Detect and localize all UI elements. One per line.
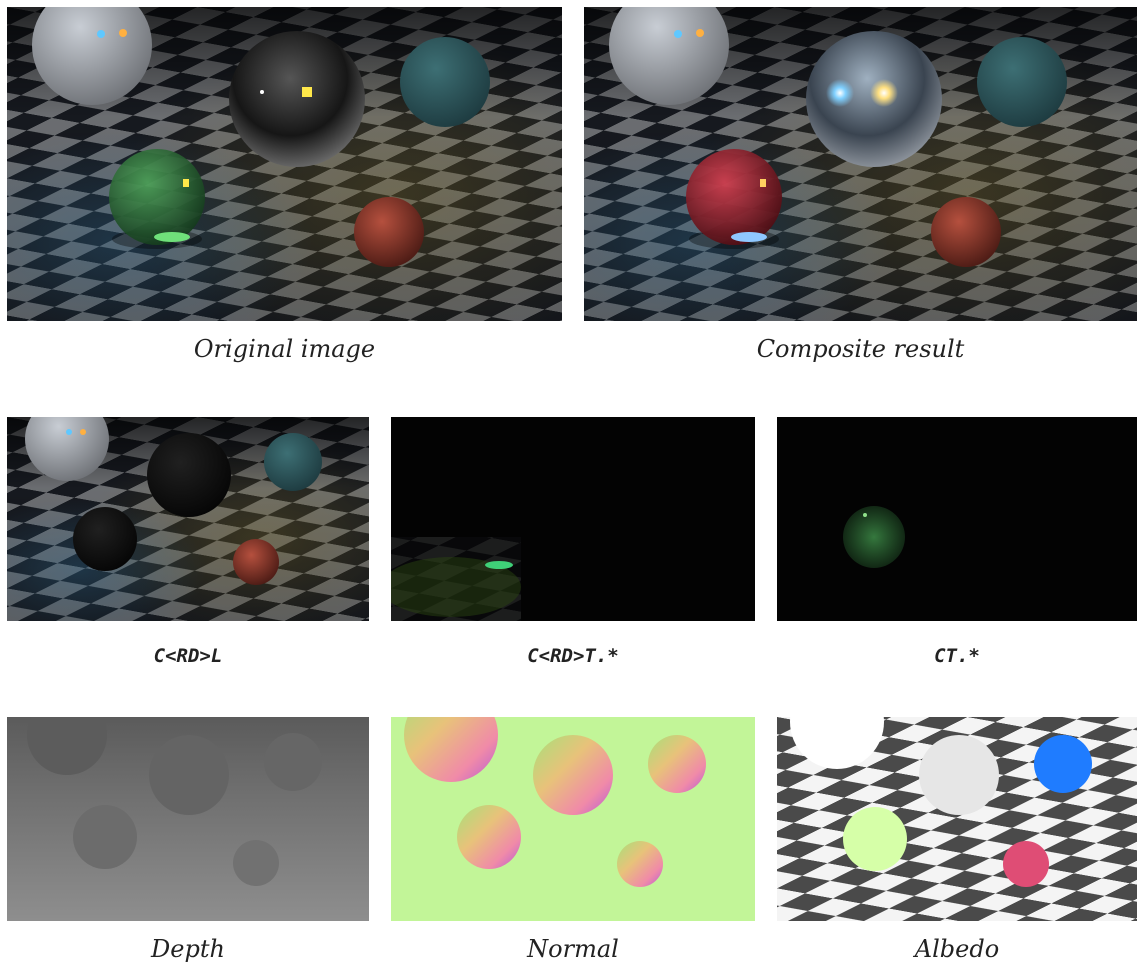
caption-crdl: C<RD>L: [153, 645, 223, 667]
albedo-panel: [777, 717, 1137, 921]
ct-panel: [777, 417, 1137, 621]
normal-panel: [391, 717, 755, 921]
caption-ct: CT.*: [934, 645, 980, 667]
composite-result-panel: [584, 7, 1137, 321]
depth-panel: [7, 717, 369, 921]
caption-crdt: C<RD>T.*: [527, 645, 619, 667]
original-image-panel: [7, 7, 562, 321]
caption-depth: Depth: [151, 935, 225, 963]
caption-albedo: Albedo: [914, 935, 1000, 963]
crdl-panel: [7, 417, 369, 621]
caption-original-image: Original image: [193, 335, 376, 363]
caption-composite-result: Composite result: [756, 335, 965, 363]
caption-normal: Normal: [527, 935, 619, 963]
crdt-panel: [391, 417, 755, 621]
